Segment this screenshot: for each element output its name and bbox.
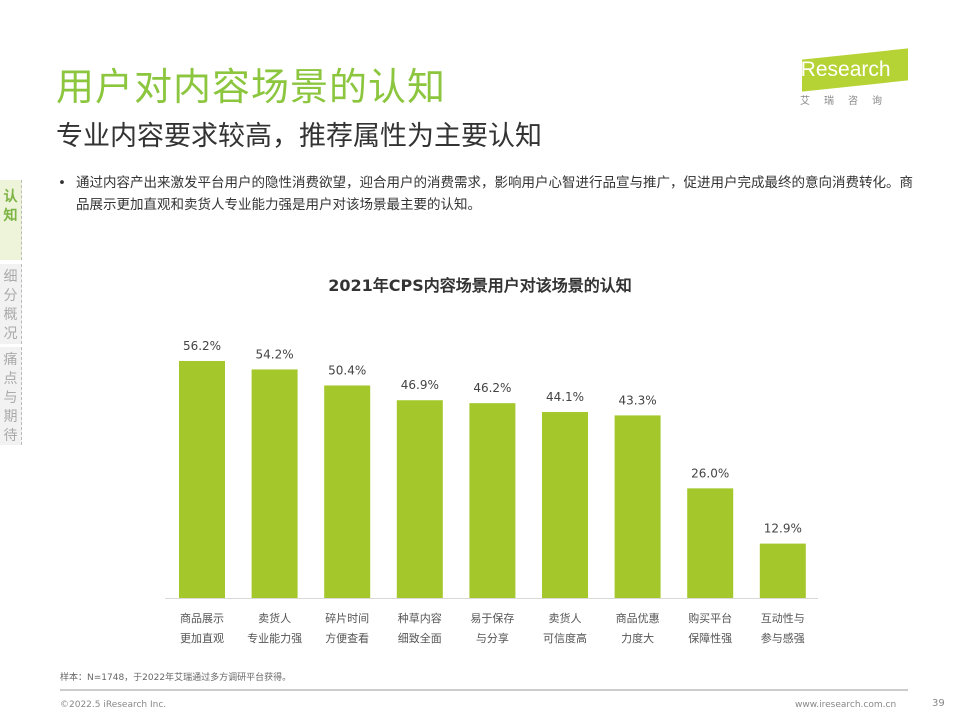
category-label: 商品优惠 xyxy=(616,611,660,625)
category-label: 互动性与 xyxy=(761,611,805,625)
bar xyxy=(687,488,734,598)
bar xyxy=(542,412,588,598)
data-label: 26.0% xyxy=(691,466,729,480)
category-label: 方便查看 xyxy=(325,631,369,645)
page-title: 用户对内容场景的认知 xyxy=(56,65,447,109)
category-label: 易于保存 xyxy=(470,611,514,625)
category-label: 卖货人 xyxy=(549,611,582,625)
bar xyxy=(614,415,661,598)
category-label: 力度大 xyxy=(621,631,654,645)
footer-divider xyxy=(60,689,908,691)
category-label: 购买平台 xyxy=(688,611,732,625)
bar xyxy=(469,403,516,598)
category-label: 可信度高 xyxy=(543,631,587,645)
bar xyxy=(251,369,298,598)
category-label: 商品展示 xyxy=(180,611,224,625)
sidebar-item-cognition[interactable]: 认知 xyxy=(0,180,22,260)
bar xyxy=(179,361,225,598)
summary-bullet: 通过内容产出来激发平台用户的隐性消费欲望，迎合用户的消费需求，影响用户心智进行品… xyxy=(58,172,926,216)
category-label: 卖货人 xyxy=(258,611,291,625)
category-label: 种草内容 xyxy=(398,611,442,625)
data-label: 12.9% xyxy=(764,522,802,536)
bar xyxy=(759,543,806,598)
copyright: ©2022.5 iResearch Inc. xyxy=(60,700,167,710)
sample-note: 样本：N=1748，于2022年艾瑞通过多方调研平台获得。 xyxy=(60,673,292,683)
data-label: 44.1% xyxy=(546,390,584,404)
sidebar-item-overview[interactable]: 细分概况 xyxy=(0,264,22,344)
chart-title: 2021年CPS内容场景用户对该场景的认知 xyxy=(328,276,632,295)
page-number: 39 xyxy=(932,698,945,709)
category-label: 与分享 xyxy=(476,631,509,645)
data-label: 46.9% xyxy=(401,378,439,392)
data-label: 46.2% xyxy=(473,381,511,395)
website-link[interactable]: www.iresearch.com.cn xyxy=(795,700,897,710)
data-label: 56.2% xyxy=(183,339,221,353)
category-label: 更加直观 xyxy=(180,631,224,645)
page-subtitle: 专业内容要求较高，推荐属性为主要认知 xyxy=(56,121,542,152)
category-label: 参与感强 xyxy=(761,631,805,645)
data-label: 50.4% xyxy=(328,363,366,377)
category-label: 保障性强 xyxy=(688,631,732,645)
category-label: 碎片时间 xyxy=(325,611,369,625)
sidebar-item-pain-points[interactable]: 痛点与期待 xyxy=(0,347,22,445)
bar xyxy=(324,385,371,598)
category-label: 细致全面 xyxy=(398,631,442,645)
data-label: 43.3% xyxy=(619,393,657,407)
category-label: 专业能力强 xyxy=(247,631,302,645)
bar xyxy=(396,400,443,598)
data-label: 54.2% xyxy=(256,347,294,361)
